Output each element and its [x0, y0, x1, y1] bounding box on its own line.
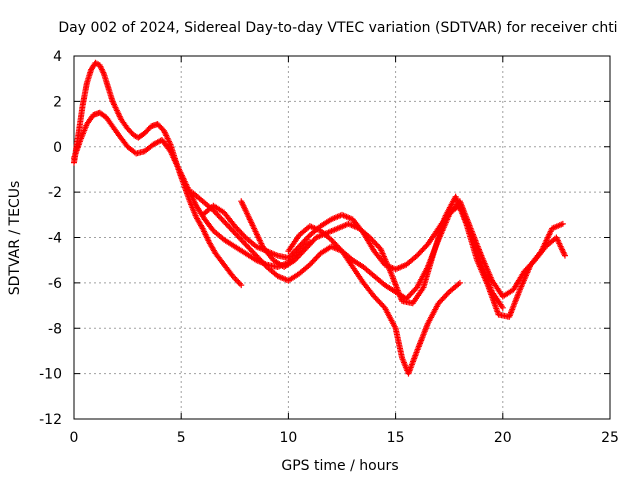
series-track-a: [71, 59, 245, 289]
data-point: [499, 304, 506, 311]
data-point: [561, 252, 568, 259]
grid-lines: [74, 56, 610, 419]
series-track-f: [285, 198, 568, 302]
y-tick-label: -12: [39, 412, 62, 428]
series-track-c: [188, 189, 463, 377]
data-points: [71, 59, 568, 377]
x-axis: 0 5 10 15 20 25: [70, 56, 619, 446]
y-axis-label: SDTVAR / TECUs: [7, 181, 23, 296]
y-tick-label: -4: [48, 231, 62, 247]
y-axis: 4 2 0 -2 -4 -6 -8 -10 -12: [39, 49, 610, 428]
data-point: [238, 282, 245, 289]
x-axis-label: GPS time / hours: [281, 458, 398, 474]
y-tick-label: -2: [48, 185, 62, 201]
x-tick-label: 15: [387, 430, 405, 446]
x-tick-label: 20: [494, 430, 512, 446]
series-track-e: [238, 193, 566, 320]
y-tick-label: -10: [39, 367, 62, 383]
y-tick-label: -6: [48, 276, 62, 292]
chart-title: Day 002 of 2024, Sidereal Day-to-day VTE…: [58, 20, 617, 36]
y-tick-label: 4: [53, 49, 62, 65]
x-tick-label: 5: [177, 430, 186, 446]
y-tick-label: -8: [48, 321, 62, 337]
data-point: [559, 220, 566, 227]
series-track-d: [199, 202, 506, 311]
y-tick-label: 2: [53, 94, 62, 110]
x-tick-label: 10: [279, 430, 297, 446]
y-tick-label: 0: [53, 140, 62, 156]
x-tick-label: 25: [601, 430, 619, 446]
data-point: [456, 279, 463, 286]
x-tick-label: 0: [70, 430, 79, 446]
